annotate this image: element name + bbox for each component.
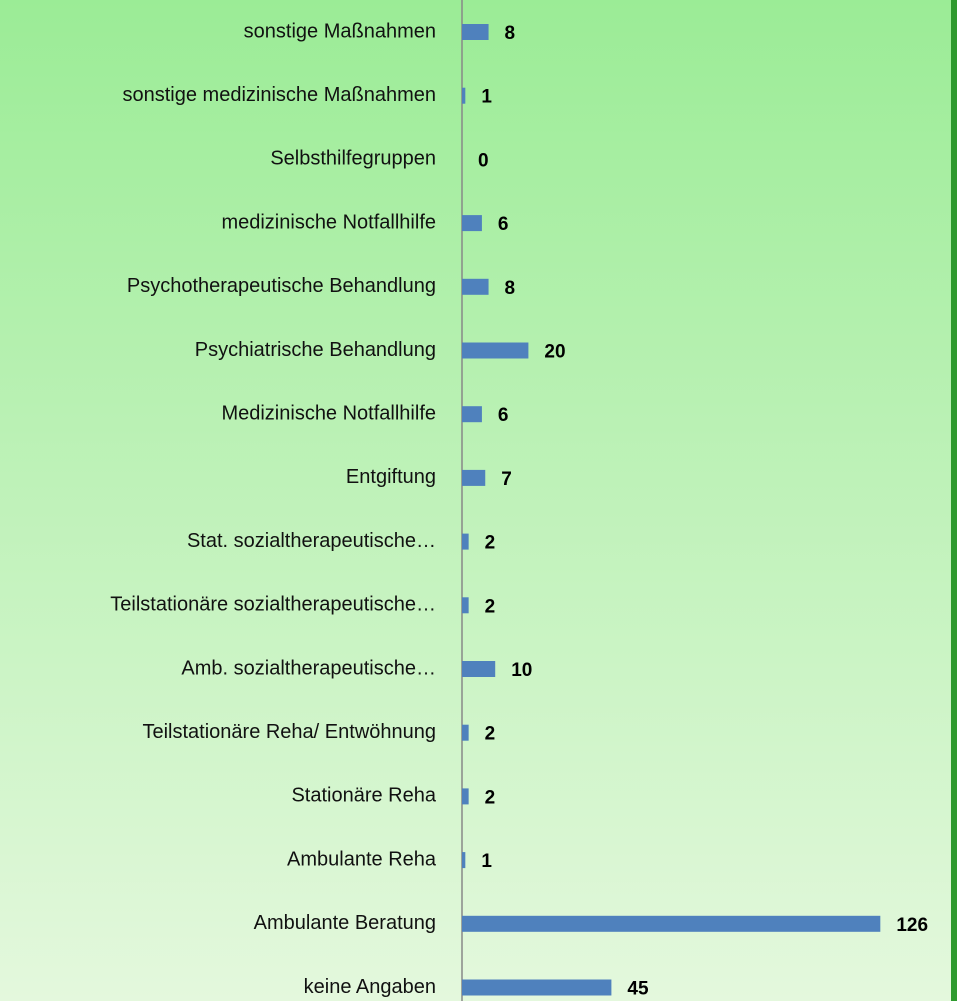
category-label: Stationäre Reha <box>291 785 436 807</box>
bar <box>462 469 486 486</box>
bar <box>462 406 482 423</box>
value-label: 6 <box>498 405 509 426</box>
category-label: sonstige medizinische Maßnahmen <box>123 84 437 106</box>
category-label: keine Angaben <box>304 976 436 998</box>
value-label: 2 <box>485 596 496 617</box>
value-label: 6 <box>498 214 509 235</box>
bar <box>462 87 466 104</box>
bar <box>462 278 489 295</box>
category-label: Ambulante Reha <box>287 848 437 870</box>
value-label: 8 <box>505 23 516 44</box>
value-label: 7 <box>501 469 512 490</box>
value-label: 2 <box>485 724 496 745</box>
category-label: Stat. sozialtherapeutische… <box>187 530 436 552</box>
value-label: 10 <box>511 660 532 681</box>
bar <box>462 661 496 677</box>
bar <box>462 788 469 805</box>
bar <box>462 852 466 869</box>
border <box>951 0 957 1001</box>
category-label: Teilstationäre sozialtherapeutische… <box>110 594 436 616</box>
bar <box>462 342 529 359</box>
category-label: Teilstationäre Reha/ Entwöhnung <box>142 721 436 743</box>
bar <box>462 597 469 614</box>
bar <box>462 215 482 232</box>
category-label: medizinische Notfallhilfe <box>221 211 436 233</box>
value-label: 1 <box>481 87 492 108</box>
category-label: Selbsthilfegruppen <box>270 148 436 170</box>
bar <box>462 724 469 741</box>
category-label: Psychiatrische Behandlung <box>195 339 436 361</box>
category-label: Amb. sozialtherapeutische… <box>181 657 436 679</box>
bar <box>462 533 469 550</box>
bar <box>462 24 489 40</box>
value-label: 2 <box>485 787 496 808</box>
value-label: 20 <box>544 342 565 363</box>
value-label: 126 <box>896 915 928 936</box>
value-label: 8 <box>505 278 516 299</box>
value-label: 2 <box>485 533 496 554</box>
value-label: 0 <box>478 150 489 171</box>
value-label: 45 <box>627 979 649 1000</box>
bar <box>462 915 881 932</box>
bar <box>462 979 612 996</box>
category-label: Psychotherapeutische Behandlung <box>127 275 436 297</box>
category-label: Ambulante Beratung <box>254 912 436 934</box>
category-label: Entgiftung <box>346 466 436 488</box>
category-label: Medizinische Notfallhilfe <box>221 402 436 424</box>
value-label: 1 <box>481 851 492 872</box>
category-label: sonstige Maßnahmen <box>244 20 436 42</box>
